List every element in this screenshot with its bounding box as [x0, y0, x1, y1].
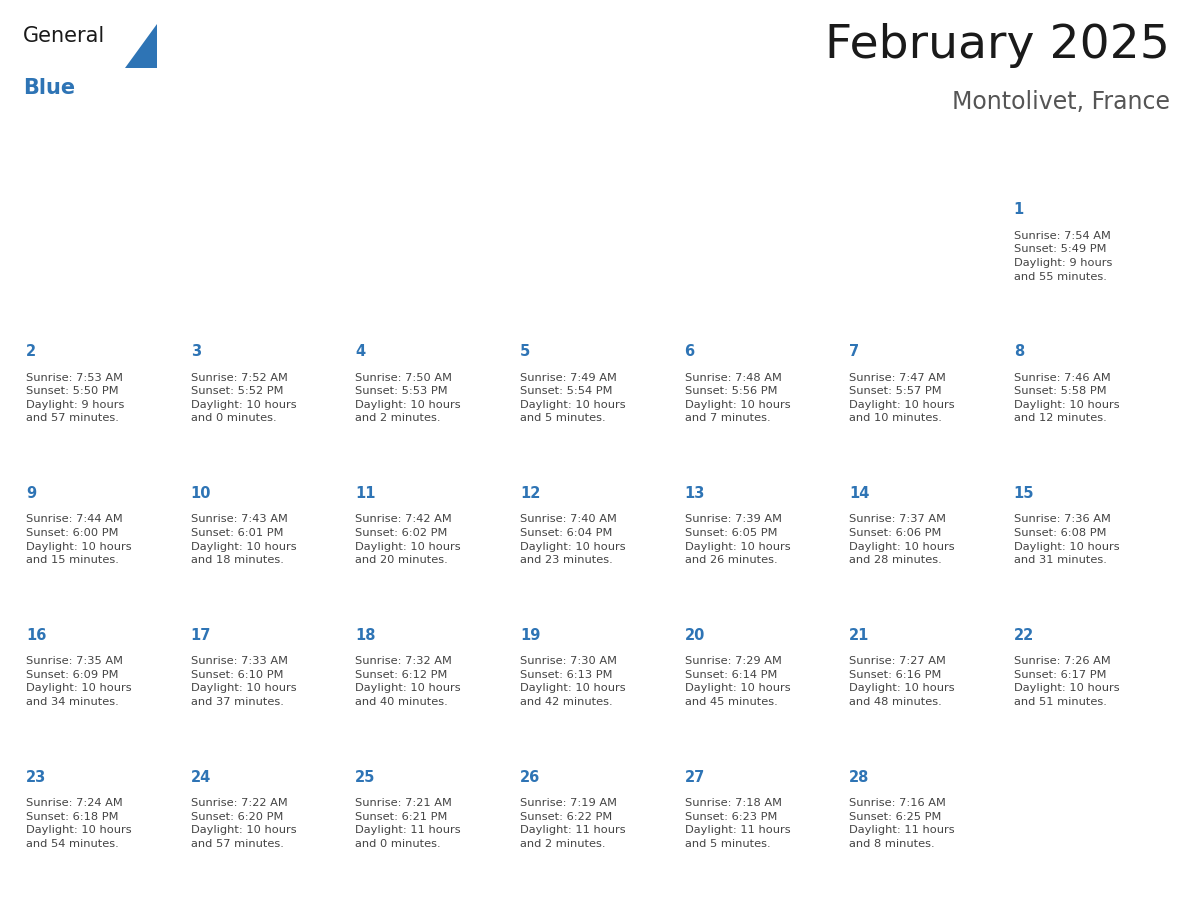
Text: Sunrise: 7:48 AM
Sunset: 5:56 PM
Daylight: 10 hours
and 7 minutes.: Sunrise: 7:48 AM Sunset: 5:56 PM Dayligh… — [684, 373, 790, 423]
Text: Sunrise: 7:49 AM
Sunset: 5:54 PM
Daylight: 10 hours
and 5 minutes.: Sunrise: 7:49 AM Sunset: 5:54 PM Dayligh… — [520, 373, 626, 423]
Text: 17: 17 — [191, 628, 211, 643]
Text: 26: 26 — [520, 769, 541, 785]
Text: 13: 13 — [684, 486, 704, 501]
Text: Sunrise: 7:32 AM
Sunset: 6:12 PM
Daylight: 10 hours
and 40 minutes.: Sunrise: 7:32 AM Sunset: 6:12 PM Dayligh… — [355, 656, 461, 707]
Text: Blue: Blue — [24, 78, 76, 98]
Text: 12: 12 — [520, 486, 541, 501]
Text: 11: 11 — [355, 486, 375, 501]
Text: Sunrise: 7:16 AM
Sunset: 6:25 PM
Daylight: 11 hours
and 8 minutes.: Sunrise: 7:16 AM Sunset: 6:25 PM Dayligh… — [849, 798, 955, 849]
Text: Sunrise: 7:53 AM
Sunset: 5:50 PM
Daylight: 9 hours
and 57 minutes.: Sunrise: 7:53 AM Sunset: 5:50 PM Dayligh… — [26, 373, 125, 423]
Text: 4: 4 — [355, 344, 366, 359]
Text: 9: 9 — [26, 486, 37, 501]
Text: Sunrise: 7:29 AM
Sunset: 6:14 PM
Daylight: 10 hours
and 45 minutes.: Sunrise: 7:29 AM Sunset: 6:14 PM Dayligh… — [684, 656, 790, 707]
Text: Friday: Friday — [852, 164, 903, 180]
Text: Sunrise: 7:40 AM
Sunset: 6:04 PM
Daylight: 10 hours
and 23 minutes.: Sunrise: 7:40 AM Sunset: 6:04 PM Dayligh… — [520, 514, 626, 565]
Text: 25: 25 — [355, 769, 375, 785]
Text: Sunrise: 7:27 AM
Sunset: 6:16 PM
Daylight: 10 hours
and 48 minutes.: Sunrise: 7:27 AM Sunset: 6:16 PM Dayligh… — [849, 656, 955, 707]
Text: Sunrise: 7:24 AM
Sunset: 6:18 PM
Daylight: 10 hours
and 54 minutes.: Sunrise: 7:24 AM Sunset: 6:18 PM Dayligh… — [26, 798, 132, 849]
Text: 19: 19 — [520, 628, 541, 643]
Text: 1: 1 — [1013, 202, 1024, 218]
Text: 20: 20 — [684, 628, 704, 643]
Text: Sunrise: 7:26 AM
Sunset: 6:17 PM
Daylight: 10 hours
and 51 minutes.: Sunrise: 7:26 AM Sunset: 6:17 PM Dayligh… — [1013, 656, 1119, 707]
Text: 21: 21 — [849, 628, 870, 643]
Text: Sunrise: 7:43 AM
Sunset: 6:01 PM
Daylight: 10 hours
and 18 minutes.: Sunrise: 7:43 AM Sunset: 6:01 PM Dayligh… — [191, 514, 297, 565]
Text: Sunrise: 7:42 AM
Sunset: 6:02 PM
Daylight: 10 hours
and 20 minutes.: Sunrise: 7:42 AM Sunset: 6:02 PM Dayligh… — [355, 514, 461, 565]
Text: Sunday: Sunday — [30, 164, 90, 180]
Text: 7: 7 — [849, 344, 859, 359]
Text: Sunrise: 7:30 AM
Sunset: 6:13 PM
Daylight: 10 hours
and 42 minutes.: Sunrise: 7:30 AM Sunset: 6:13 PM Dayligh… — [520, 656, 626, 707]
Text: Sunrise: 7:47 AM
Sunset: 5:57 PM
Daylight: 10 hours
and 10 minutes.: Sunrise: 7:47 AM Sunset: 5:57 PM Dayligh… — [849, 373, 955, 423]
Text: 5: 5 — [520, 344, 530, 359]
Text: Sunrise: 7:21 AM
Sunset: 6:21 PM
Daylight: 11 hours
and 0 minutes.: Sunrise: 7:21 AM Sunset: 6:21 PM Dayligh… — [355, 798, 461, 849]
Text: 22: 22 — [1013, 628, 1034, 643]
Text: Sunrise: 7:35 AM
Sunset: 6:09 PM
Daylight: 10 hours
and 34 minutes.: Sunrise: 7:35 AM Sunset: 6:09 PM Dayligh… — [26, 656, 132, 707]
Text: Tuesday: Tuesday — [359, 164, 425, 180]
Text: Sunrise: 7:36 AM
Sunset: 6:08 PM
Daylight: 10 hours
and 31 minutes.: Sunrise: 7:36 AM Sunset: 6:08 PM Dayligh… — [1013, 514, 1119, 565]
Text: Sunrise: 7:52 AM
Sunset: 5:52 PM
Daylight: 10 hours
and 0 minutes.: Sunrise: 7:52 AM Sunset: 5:52 PM Dayligh… — [191, 373, 297, 423]
Text: 2: 2 — [26, 344, 37, 359]
Text: 3: 3 — [191, 344, 201, 359]
Text: 10: 10 — [191, 486, 211, 501]
Polygon shape — [125, 24, 157, 68]
Text: Sunrise: 7:39 AM
Sunset: 6:05 PM
Daylight: 10 hours
and 26 minutes.: Sunrise: 7:39 AM Sunset: 6:05 PM Dayligh… — [684, 514, 790, 565]
Text: 8: 8 — [1013, 344, 1024, 359]
Text: 24: 24 — [191, 769, 211, 785]
Text: Sunrise: 7:22 AM
Sunset: 6:20 PM
Daylight: 10 hours
and 57 minutes.: Sunrise: 7:22 AM Sunset: 6:20 PM Dayligh… — [191, 798, 297, 849]
Text: Sunrise: 7:46 AM
Sunset: 5:58 PM
Daylight: 10 hours
and 12 minutes.: Sunrise: 7:46 AM Sunset: 5:58 PM Dayligh… — [1013, 373, 1119, 423]
Text: 14: 14 — [849, 486, 870, 501]
Text: Wednesday: Wednesday — [523, 164, 618, 180]
Text: Sunrise: 7:50 AM
Sunset: 5:53 PM
Daylight: 10 hours
and 2 minutes.: Sunrise: 7:50 AM Sunset: 5:53 PM Dayligh… — [355, 373, 461, 423]
Text: Thursday: Thursday — [688, 164, 764, 180]
Text: Sunrise: 7:44 AM
Sunset: 6:00 PM
Daylight: 10 hours
and 15 minutes.: Sunrise: 7:44 AM Sunset: 6:00 PM Dayligh… — [26, 514, 132, 565]
Text: 16: 16 — [26, 628, 46, 643]
Text: General: General — [23, 26, 106, 46]
Text: 6: 6 — [684, 344, 695, 359]
Text: 23: 23 — [26, 769, 46, 785]
Text: Sunrise: 7:19 AM
Sunset: 6:22 PM
Daylight: 11 hours
and 2 minutes.: Sunrise: 7:19 AM Sunset: 6:22 PM Dayligh… — [520, 798, 626, 849]
Text: Sunrise: 7:37 AM
Sunset: 6:06 PM
Daylight: 10 hours
and 28 minutes.: Sunrise: 7:37 AM Sunset: 6:06 PM Dayligh… — [849, 514, 955, 565]
Text: 18: 18 — [355, 628, 375, 643]
Text: Saturday: Saturday — [1017, 164, 1092, 180]
Text: Monday: Monday — [194, 164, 259, 180]
Text: Sunrise: 7:54 AM
Sunset: 5:49 PM
Daylight: 9 hours
and 55 minutes.: Sunrise: 7:54 AM Sunset: 5:49 PM Dayligh… — [1013, 230, 1112, 282]
Text: 27: 27 — [684, 769, 704, 785]
Text: 28: 28 — [849, 769, 870, 785]
Text: Sunrise: 7:18 AM
Sunset: 6:23 PM
Daylight: 11 hours
and 5 minutes.: Sunrise: 7:18 AM Sunset: 6:23 PM Dayligh… — [684, 798, 790, 849]
Text: 15: 15 — [1013, 486, 1035, 501]
Text: Montolivet, France: Montolivet, France — [952, 90, 1170, 114]
Text: February 2025: February 2025 — [826, 23, 1170, 68]
Text: Sunrise: 7:33 AM
Sunset: 6:10 PM
Daylight: 10 hours
and 37 minutes.: Sunrise: 7:33 AM Sunset: 6:10 PM Dayligh… — [191, 656, 297, 707]
